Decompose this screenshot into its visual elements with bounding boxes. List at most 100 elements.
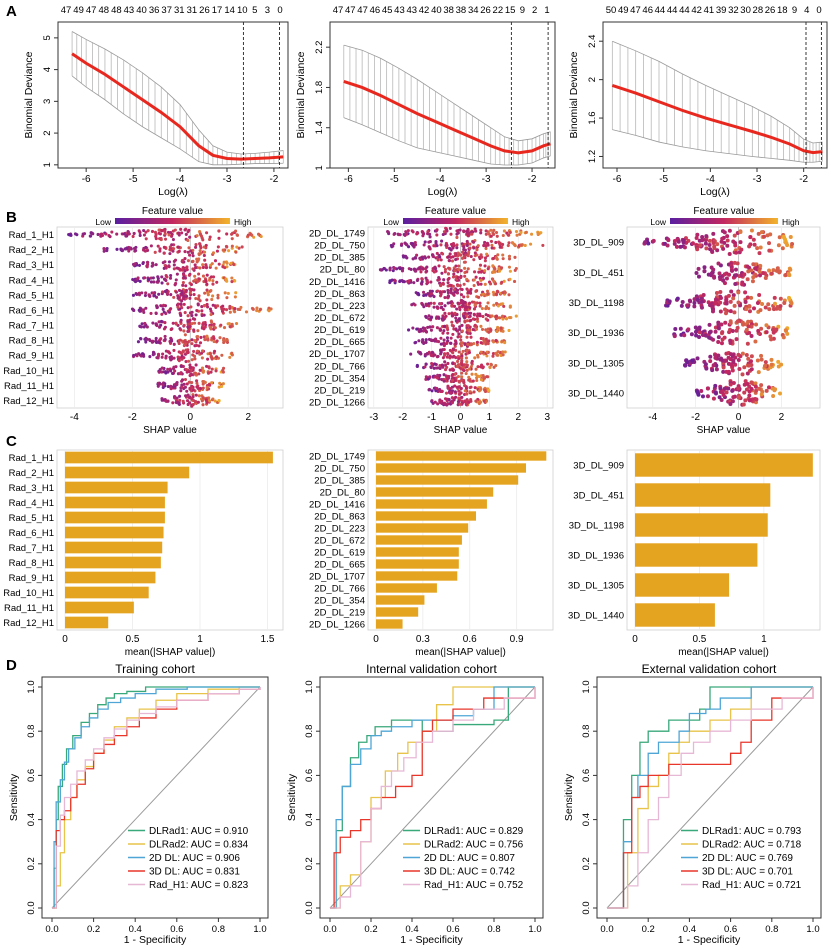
y-tick-label: 3 [42,99,53,104]
shap-point [759,230,764,235]
shap-point [192,349,196,353]
svg-text:C: C [6,433,17,450]
shap-point [96,232,100,237]
shap-point [724,298,729,303]
shap-point [436,402,440,406]
shap-point [718,290,723,295]
shap-point [454,254,458,258]
shap-point [694,235,699,240]
shap-point [452,368,456,372]
shap-point [471,379,475,383]
shap-point [184,359,188,364]
shap-point [194,313,198,317]
importance-bar [65,601,134,614]
feature-label: 3D_DL_1440 [568,611,624,622]
shap-point [181,280,185,285]
shap-point [205,302,209,307]
x-axis-label: 1 - Specificity [124,934,187,946]
shap-point [494,231,499,235]
top-axis-label: 37 [161,5,172,16]
shap-point [178,268,182,272]
legend-high: High [782,217,800,227]
shap-point [149,280,153,284]
shap-point [773,301,778,306]
shap-point [719,322,724,327]
shap-point [419,257,423,261]
shap-point [785,243,790,248]
shap-point [155,295,159,299]
x-tick-label: -6 [82,174,91,185]
shap-point [692,304,697,309]
shap-point [434,366,438,370]
shap-point [716,335,721,340]
shap-point [422,232,426,236]
shap-point [398,279,402,283]
shap-point [451,284,455,288]
shap-point [142,233,146,237]
shap-point [707,242,712,247]
shap-point [175,380,179,385]
shap-point [451,275,456,279]
shap-point [446,255,450,259]
shap-point [455,246,459,250]
shap-point [503,291,507,295]
shap-point [708,359,713,364]
shap-point [501,329,505,333]
shap-point [446,281,450,285]
shap-point [105,246,109,251]
shap-point [477,270,481,274]
shap-point [441,331,445,335]
shap-point [432,244,436,248]
shap-point [450,323,454,327]
shap-point [439,350,443,354]
importance-bar [376,487,494,497]
shap-point [708,303,713,308]
x-tick-label: 0.2 [87,924,100,935]
shap-point [178,350,183,355]
shap-point [190,310,194,314]
shap-point [267,309,271,313]
shap-point [179,320,183,324]
legend-label: 3D DL: AUC = 0.701 [702,867,793,878]
shap-point [496,327,501,331]
shap-point [722,230,727,235]
shap-point [749,380,754,385]
shap-point [425,265,429,269]
top-axis-label: 48 [98,5,109,16]
shap-point [464,371,468,376]
shap-point [179,302,183,306]
shap-point [454,264,458,268]
shap-point [679,332,684,337]
shap-point [205,335,209,339]
x-tick-label: 1 [487,412,493,423]
shap-point [255,309,259,313]
shap-point [771,330,776,335]
shap-point [239,305,243,309]
shap-point [513,255,517,259]
shap-point [501,353,505,357]
shap-point [146,229,150,233]
top-axis-label: 42 [691,5,702,16]
shap-point [171,321,175,325]
plot-frame [596,676,822,919]
shap-point [457,357,461,361]
shap-point [393,232,397,236]
shap-point [441,318,445,322]
shap-point [428,240,432,244]
top-axis-label: 40 [136,5,147,16]
shap-point [492,256,496,260]
shap-point [176,355,180,359]
shap-point [717,395,722,400]
shap-point [483,264,487,268]
shap-point [194,343,199,347]
shap-point [192,288,196,292]
shap-point [429,328,433,332]
shap-point [255,306,259,310]
shap-point [428,247,432,251]
shap-point [421,267,425,271]
shap-point [154,237,158,241]
shap-point [172,247,176,251]
shap-point [437,276,441,280]
shap-point [414,340,418,344]
